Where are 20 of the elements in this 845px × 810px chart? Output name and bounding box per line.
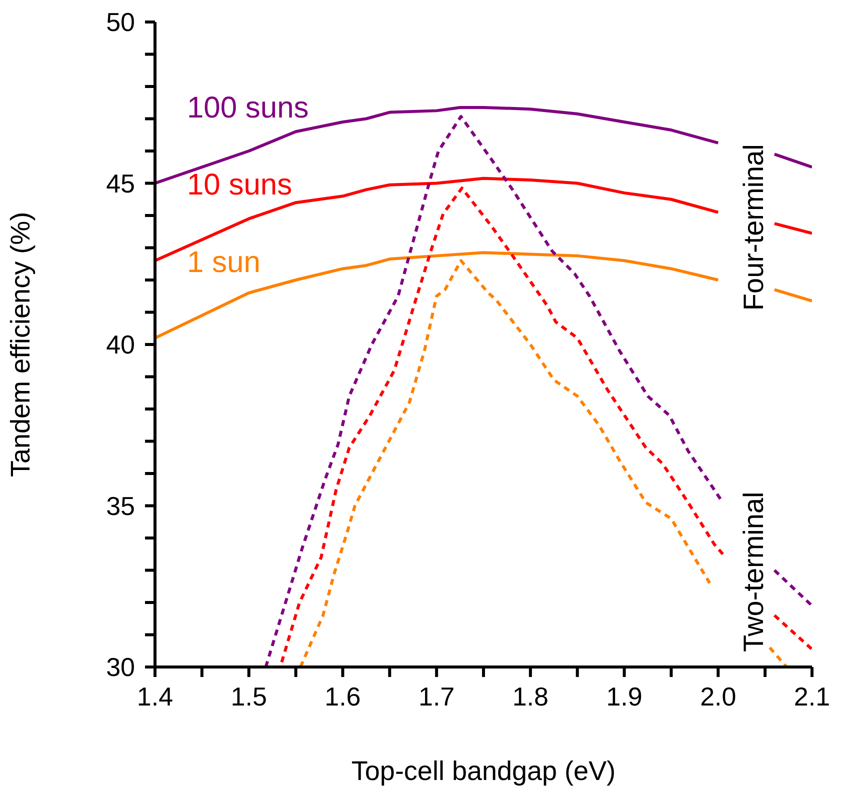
y-axis-title: Tandem efficiency (%) [6, 212, 36, 478]
series-label: 1 sun [187, 246, 260, 280]
x-tick-label: 1.6 [324, 681, 361, 712]
x-axis-title: Top-cell bandgap (eV) [351, 756, 616, 786]
x-tick-label: 1.9 [606, 681, 642, 712]
x-tick-label: 1.5 [230, 681, 267, 712]
y-tick-label: 45 [106, 168, 135, 198]
y-tick-label: 50 [106, 7, 135, 38]
annotation: Two-terminal [738, 492, 769, 652]
series-label: 10 suns [187, 168, 292, 202]
y-tick-label: 40 [106, 330, 135, 360]
x-tick-label: 2.1 [794, 681, 830, 712]
y-tick-label: 30 [106, 652, 135, 682]
annotation: Four-terminal [738, 144, 769, 311]
x-tick-label: 1.8 [512, 681, 549, 712]
y-tick-label: 35 [106, 490, 135, 521]
x-tick-label: 1.4 [136, 681, 174, 712]
x-tick-label: 2.0 [700, 681, 736, 712]
x-tick-label: 1.7 [418, 681, 455, 712]
series-label: 100 suns [187, 91, 309, 124]
